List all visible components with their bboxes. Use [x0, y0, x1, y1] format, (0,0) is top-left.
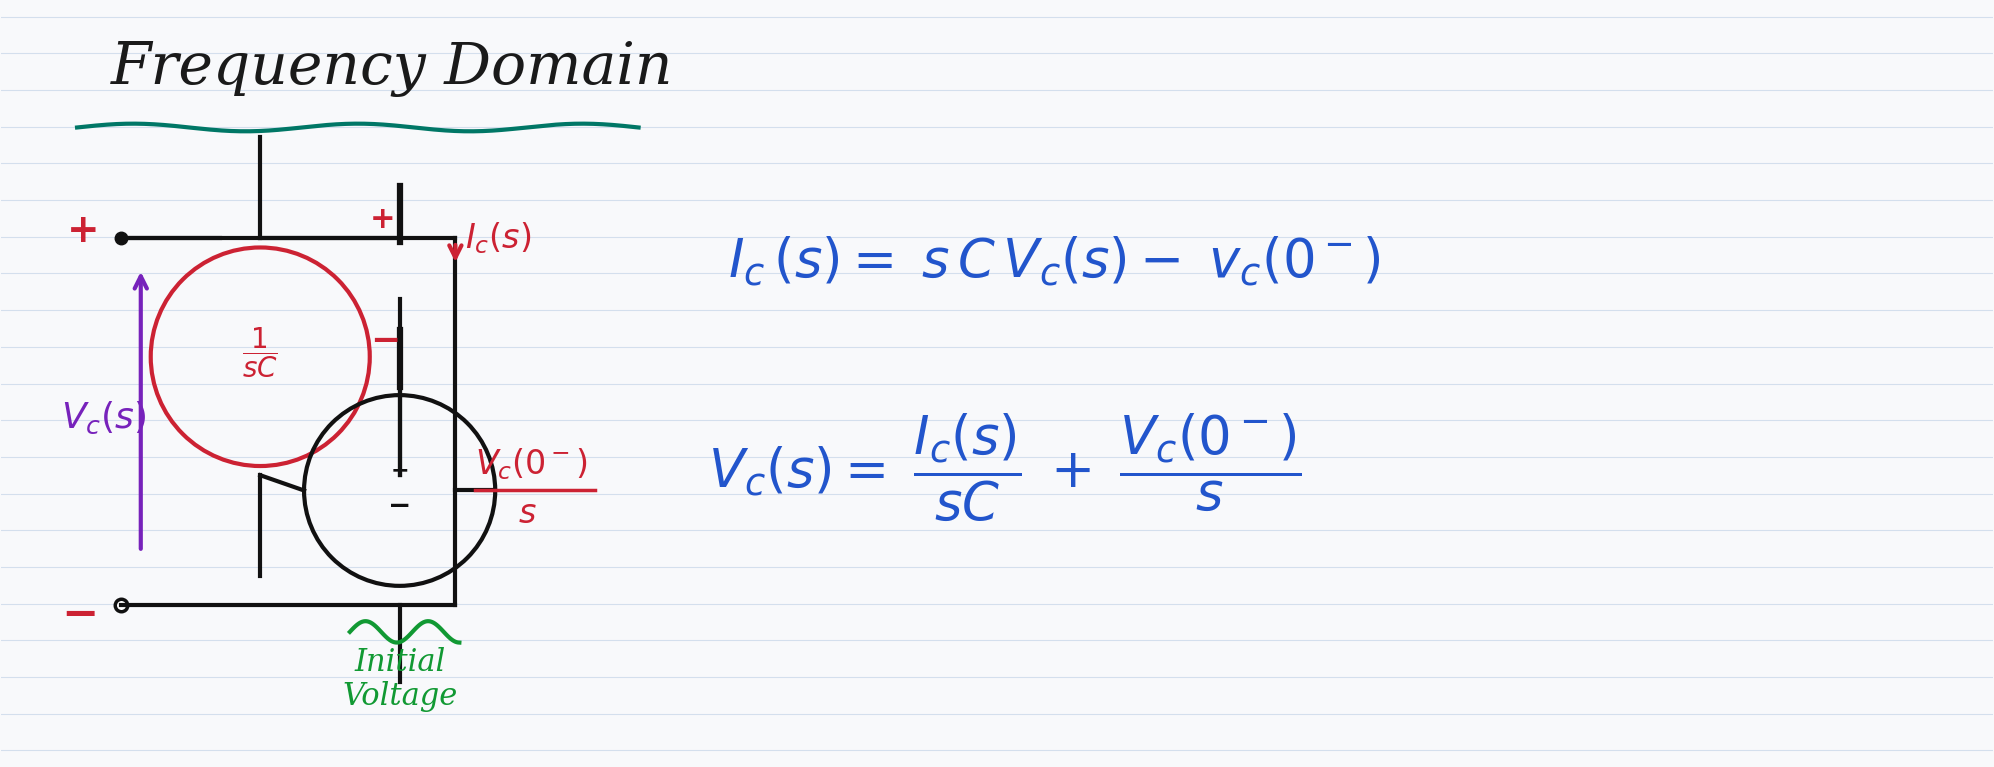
Text: $I_c\,(s) = \; s\,C\,V_c(s) - \; v_c(0^-)$: $I_c\,(s) = \; s\,C\,V_c(s) - \; v_c(0^-…: [728, 235, 1382, 288]
Text: $V_c(s) = \; \dfrac{I_c(s)}{sC} \; + \; \dfrac{V_c(0^-)}{s}$: $V_c(s) = \; \dfrac{I_c(s)}{sC} \; + \; …: [708, 412, 1302, 523]
Text: $s$: $s$: [518, 497, 536, 530]
Text: −: −: [62, 593, 98, 636]
Text: Frequency Domain: Frequency Domain: [112, 41, 674, 97]
Text: $V_c(0^-)$: $V_c(0^-)$: [475, 446, 588, 482]
Text: $\dfrac{1}{sC}$: $\dfrac{1}{sC}$: [243, 325, 279, 380]
Text: +: +: [391, 462, 409, 482]
Text: $V_c(s)$: $V_c(s)$: [62, 400, 148, 436]
Text: −: −: [389, 492, 411, 520]
Text: Initial: Initial: [355, 647, 445, 678]
Text: −: −: [369, 324, 401, 358]
Text: Voltage: Voltage: [343, 681, 457, 713]
Text: $I_c(s)$: $I_c(s)$: [465, 220, 532, 256]
Text: +: +: [68, 212, 100, 249]
Text: +: +: [369, 205, 395, 234]
